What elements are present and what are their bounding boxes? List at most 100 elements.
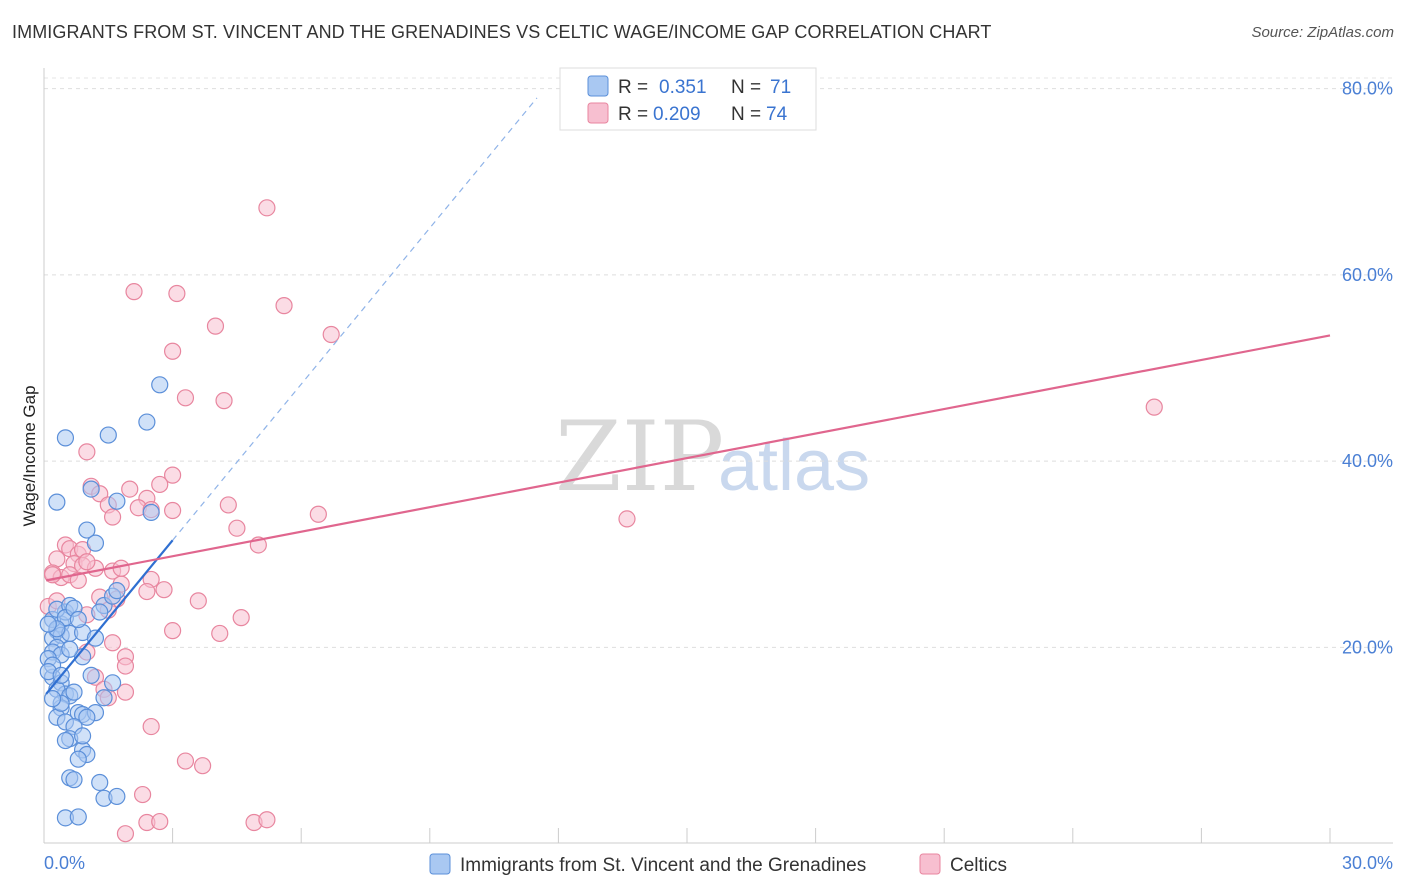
immigrants-point bbox=[78, 708, 96, 726]
legend-swatch-blue bbox=[587, 75, 609, 97]
celtics-point bbox=[168, 284, 186, 303]
celtics-point bbox=[219, 496, 237, 514]
legend-n-label-2: N = bbox=[731, 104, 761, 125]
axes bbox=[43, 68, 1393, 844]
celtics-point bbox=[164, 501, 182, 520]
y-axis-label: Wage/Income Gap bbox=[20, 385, 39, 526]
celtics-point bbox=[78, 553, 96, 571]
celtics-point bbox=[228, 519, 246, 537]
celtics-point bbox=[618, 510, 636, 528]
source-label: Source: ZipAtlas.com bbox=[1251, 24, 1394, 41]
celtics-point bbox=[125, 283, 143, 301]
celtics-point bbox=[121, 480, 139, 498]
immigrants-point bbox=[69, 610, 87, 629]
celtics-point bbox=[151, 812, 169, 831]
celtics-point bbox=[116, 825, 135, 843]
trend-lines bbox=[45, 97, 1331, 695]
immigrants-point bbox=[142, 503, 160, 521]
immigrants-point bbox=[69, 750, 87, 768]
immigrants-point bbox=[91, 773, 109, 792]
celtics-point bbox=[155, 581, 173, 599]
watermark-zip: ZIP bbox=[555, 401, 724, 513]
celtics-point bbox=[142, 717, 160, 736]
celtics-point bbox=[164, 466, 182, 484]
celtics-point bbox=[176, 752, 195, 770]
celtics-point bbox=[309, 505, 327, 523]
celtics-point bbox=[164, 622, 182, 640]
chart-title: IMMIGRANTS FROM ST. VINCENT AND THE GREN… bbox=[12, 22, 992, 42]
celtics-point bbox=[151, 475, 169, 494]
immigrants-point bbox=[48, 493, 66, 511]
celtics-point bbox=[275, 297, 293, 315]
immigrants-point bbox=[56, 731, 75, 750]
celtics-point bbox=[112, 559, 130, 577]
legend-n-value-1: 71 bbox=[770, 77, 791, 98]
bottom-legend-swatch-pink bbox=[919, 853, 941, 875]
celtics-trend-line bbox=[45, 334, 1331, 582]
y-tick-label: 20.0% bbox=[1342, 637, 1393, 657]
bottom-legend-label-immigrants: Immigrants from St. Vincent and the Gren… bbox=[460, 855, 866, 876]
celtics-point bbox=[189, 592, 207, 610]
celtics-point bbox=[164, 342, 182, 360]
celtics-point bbox=[103, 634, 122, 652]
immigrants-point bbox=[82, 666, 100, 684]
legend-n-label-1: N = bbox=[731, 77, 761, 98]
bottom-legend-swatch-blue bbox=[429, 853, 451, 875]
celtics-point bbox=[103, 508, 122, 526]
watermark-atlas: atlas bbox=[718, 426, 870, 506]
celtics-point bbox=[215, 392, 233, 410]
immigrants-point bbox=[56, 429, 75, 447]
y-tick-label: 40.0% bbox=[1342, 451, 1393, 471]
legend-r-value-2: 0.209 bbox=[653, 104, 701, 125]
immigrants-point bbox=[73, 727, 92, 745]
immigrants-point bbox=[99, 426, 117, 444]
correlation-legend: R = 0.351 N = 71 R = 0.209 N = 74 bbox=[559, 67, 817, 131]
immigrants-point bbox=[43, 690, 62, 708]
celtics-point bbox=[133, 785, 152, 804]
immigrants-point bbox=[65, 771, 83, 789]
celtics-points bbox=[39, 199, 1163, 843]
y-tick-label: 80.0% bbox=[1342, 79, 1393, 99]
immigrants-point bbox=[91, 603, 109, 621]
immigrants-point bbox=[108, 787, 126, 806]
legend-n-value-2: 74 bbox=[766, 104, 788, 125]
immigrants-point bbox=[138, 413, 156, 431]
immigrants-point bbox=[61, 640, 79, 658]
celtics-point bbox=[206, 317, 225, 335]
immigrants-point bbox=[86, 534, 105, 552]
legend-r-label-2: R = bbox=[618, 104, 648, 125]
immigrants-point bbox=[108, 582, 126, 600]
celtics-point bbox=[176, 389, 195, 407]
immigrants-point bbox=[78, 521, 96, 539]
legend-r-label-1: R = bbox=[618, 77, 648, 98]
legend-swatch-pink bbox=[587, 102, 609, 124]
immigrants-point bbox=[82, 480, 100, 498]
celtics-point bbox=[116, 657, 135, 675]
series-legend: Immigrants from St. Vincent and the Gren… bbox=[429, 853, 1007, 876]
celtics-point bbox=[116, 683, 135, 701]
immigrants-point bbox=[86, 629, 105, 647]
celtics-point bbox=[322, 325, 340, 344]
bottom-legend-label-celtics: Celtics bbox=[950, 855, 1007, 876]
x-tick-label-min: 0.0% bbox=[44, 853, 85, 873]
y-tick-label: 60.0% bbox=[1342, 265, 1393, 285]
celtics-point bbox=[258, 811, 276, 829]
celtics-point bbox=[258, 199, 276, 217]
celtics-point bbox=[1145, 398, 1163, 416]
immigrants-trend-line bbox=[45, 539, 174, 695]
celtics-point bbox=[138, 582, 156, 601]
immigrants-point bbox=[108, 492, 126, 510]
x-tick-labels: 0.0% 30.0% bbox=[44, 853, 1393, 873]
celtics-point bbox=[211, 624, 229, 643]
x-ticks bbox=[43, 828, 1331, 843]
immigrants-point bbox=[69, 808, 87, 826]
immigrants-point bbox=[95, 689, 113, 707]
celtics-point bbox=[69, 571, 87, 589]
legend-r-value-1: 0.351 bbox=[659, 77, 707, 98]
immigrants-point bbox=[151, 376, 169, 394]
immigrants-point bbox=[39, 615, 57, 633]
svg-immigrants-points bbox=[39, 376, 169, 827]
y-tick-labels: 20.0% 40.0% 60.0% 80.0% bbox=[1342, 79, 1393, 658]
celtics-point bbox=[194, 757, 212, 775]
